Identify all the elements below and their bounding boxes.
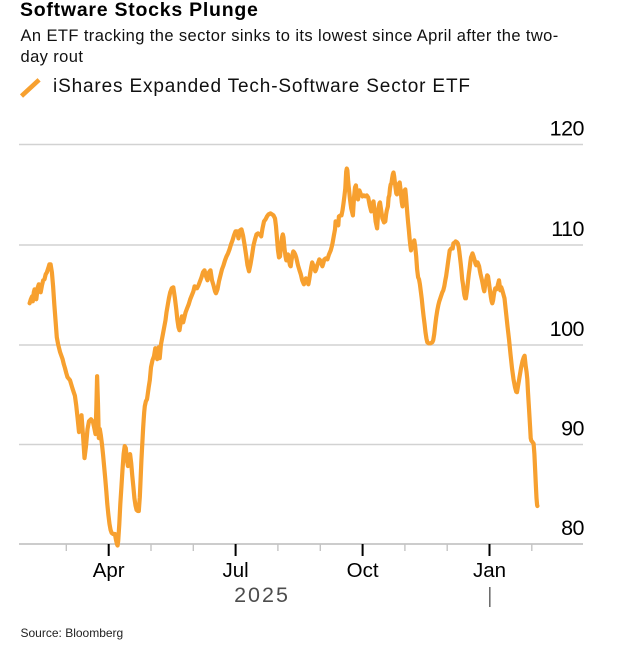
svg-text:Jan: Jan <box>473 559 506 582</box>
svg-text:90: 90 <box>561 417 584 441</box>
svg-text:Oct: Oct <box>347 559 379 582</box>
svg-text:100: 100 <box>550 317 585 341</box>
svg-text:Apr: Apr <box>93 559 125 582</box>
svg-text:120: 120 <box>550 117 585 141</box>
svg-text:Jul: Jul <box>222 559 248 582</box>
svg-text:80: 80 <box>561 516 584 540</box>
svg-text:2025: 2025 <box>234 583 290 607</box>
svg-text:110: 110 <box>551 217 584 241</box>
